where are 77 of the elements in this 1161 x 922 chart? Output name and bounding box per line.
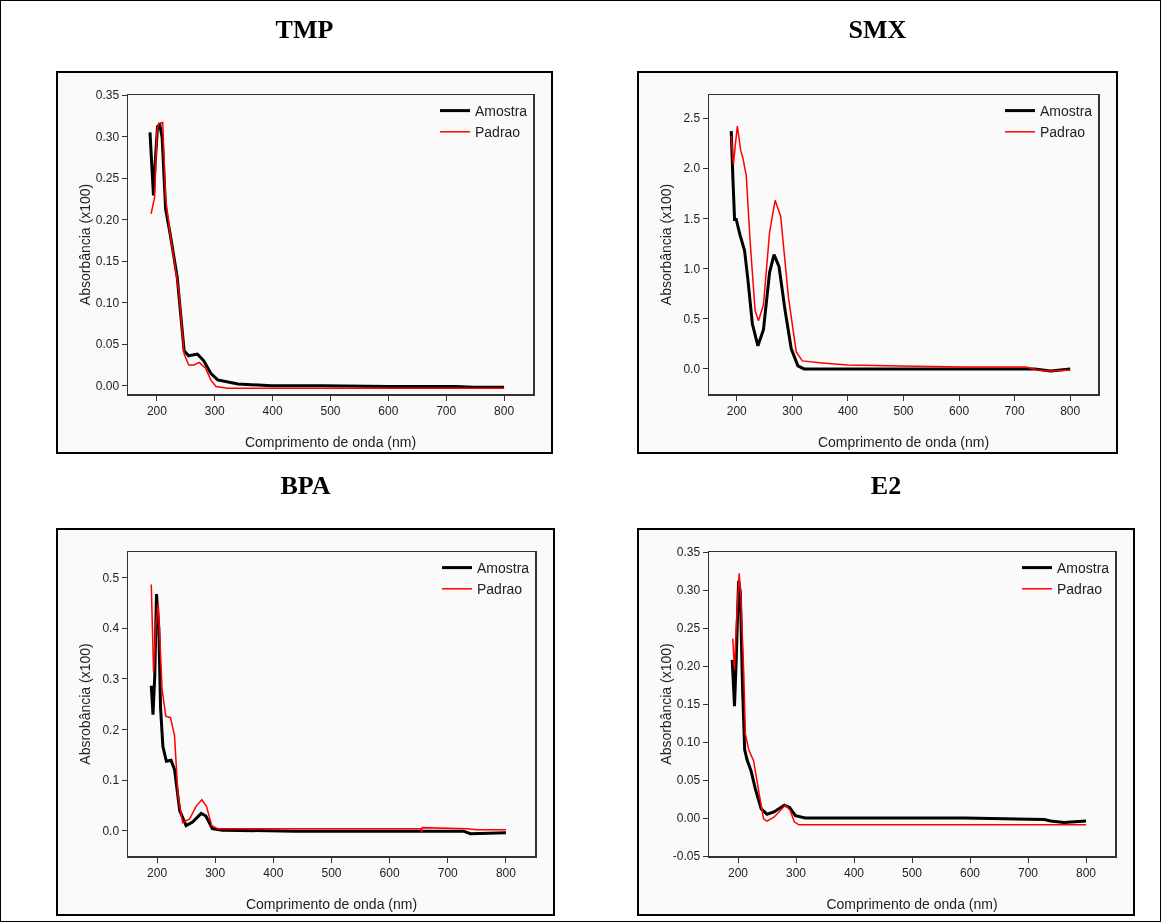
y-tick-label: 0.5	[102, 570, 120, 585]
x-axis-title: Comprimento de onda (nm)	[817, 433, 990, 450]
x-tick-label: 300	[782, 403, 803, 418]
x-tick-label: 200	[726, 403, 748, 418]
y-axis-title: Absorbância (x100)	[76, 183, 93, 306]
x-tick-label: 300	[785, 865, 807, 880]
legend-label: Padrao	[477, 581, 523, 598]
y-tick-label: 2.0	[683, 161, 701, 176]
y-tick-label: 1.5	[683, 211, 701, 226]
y-axis-title: Absorbância (x100)	[657, 183, 674, 306]
legend-label: Padrao	[1040, 124, 1086, 141]
x-tick-label: 700	[1004, 403, 1025, 418]
x-tick-label: 700	[436, 403, 457, 418]
x-tick-label: 500	[901, 865, 923, 880]
x-tick-label: 200	[147, 865, 168, 880]
y-tick-label: 2.5	[683, 111, 701, 126]
y-tick-label: 0.1	[102, 773, 120, 788]
legend-label: Amostra	[477, 560, 530, 577]
y-tick-label: 0.10	[95, 295, 120, 310]
x-tick-label: 500	[320, 403, 341, 418]
y-axis-title: Absrobância (x100)	[76, 643, 93, 765]
y-tick-label: 0.00	[95, 378, 120, 393]
legend-label: Padrao	[1057, 581, 1103, 598]
x-tick-label: 400	[262, 403, 283, 418]
y-tick-label: 0.2	[102, 722, 120, 737]
legend-label: Amostra	[1057, 560, 1110, 577]
legend-label: Amostra	[1040, 103, 1093, 120]
x-tick-label: 800	[494, 403, 515, 418]
chart-title: TMP	[274, 15, 335, 45]
y-tick-label: 0.00	[676, 811, 701, 826]
x-tick-label: 800	[1075, 865, 1097, 880]
x-axis-title: Comprimento de onda (nm)	[245, 895, 418, 912]
x-axis-title: Comprimento de onda (nm)	[244, 433, 417, 450]
y-tick-label: -0.05	[672, 849, 701, 864]
x-tick-label: 800	[495, 865, 517, 880]
chart-title: E2	[869, 471, 903, 501]
x-tick-label: 300	[205, 865, 226, 880]
x-tick-label: 300	[204, 403, 226, 418]
y-tick-label: 0.0	[683, 362, 701, 377]
y-tick-label: 0.35	[95, 88, 120, 103]
y-tick-label: 0.20	[676, 659, 701, 674]
y-tick-label: 0.25	[95, 171, 120, 186]
y-tick-label: 0.30	[676, 583, 701, 598]
legend-label: Padrao	[475, 124, 521, 141]
x-axis-title: Comprimento de onda (nm)	[826, 895, 998, 912]
x-tick-label: 600	[378, 403, 399, 418]
x-tick-label: 500	[321, 865, 342, 880]
y-tick-label: 0.4	[102, 621, 120, 636]
y-tick-label: 0.35	[676, 545, 701, 560]
x-tick-label: 200	[727, 865, 749, 880]
y-tick-label: 1.0	[683, 261, 701, 276]
y-tick-label: 0.10	[676, 735, 701, 750]
x-tick-label: 600	[949, 403, 970, 418]
x-tick-label: 700	[1017, 865, 1039, 880]
y-tick-label: 0.05	[95, 337, 120, 352]
y-tick-label: 0.15	[676, 697, 701, 712]
y-tick-label: 0.5	[683, 311, 701, 326]
x-tick-label: 500	[893, 403, 914, 418]
x-tick-label: 400	[837, 403, 859, 418]
y-tick-label: 0.20	[95, 212, 120, 227]
x-tick-label: 200	[146, 403, 168, 418]
y-tick-label: 0.25	[676, 621, 701, 636]
y-axis-title: Absorbância (x100)	[657, 643, 674, 765]
x-tick-label: 400	[843, 865, 865, 880]
x-tick-label: 600	[959, 865, 981, 880]
y-tick-label: 0.3	[102, 671, 120, 686]
x-tick-label: 600	[379, 865, 400, 880]
chart-title: SMX	[847, 15, 908, 45]
y-tick-label: 0.15	[95, 254, 120, 269]
x-tick-label: 400	[263, 865, 284, 880]
y-tick-label: 0.0	[102, 823, 120, 838]
legend-label: Amostra	[475, 103, 528, 120]
y-tick-label: 0.05	[676, 773, 701, 788]
x-tick-label: 700	[437, 865, 459, 880]
y-tick-label: 0.30	[95, 129, 120, 144]
x-tick-label: 800	[1060, 403, 1081, 418]
chart-title: BPA	[279, 471, 332, 501]
